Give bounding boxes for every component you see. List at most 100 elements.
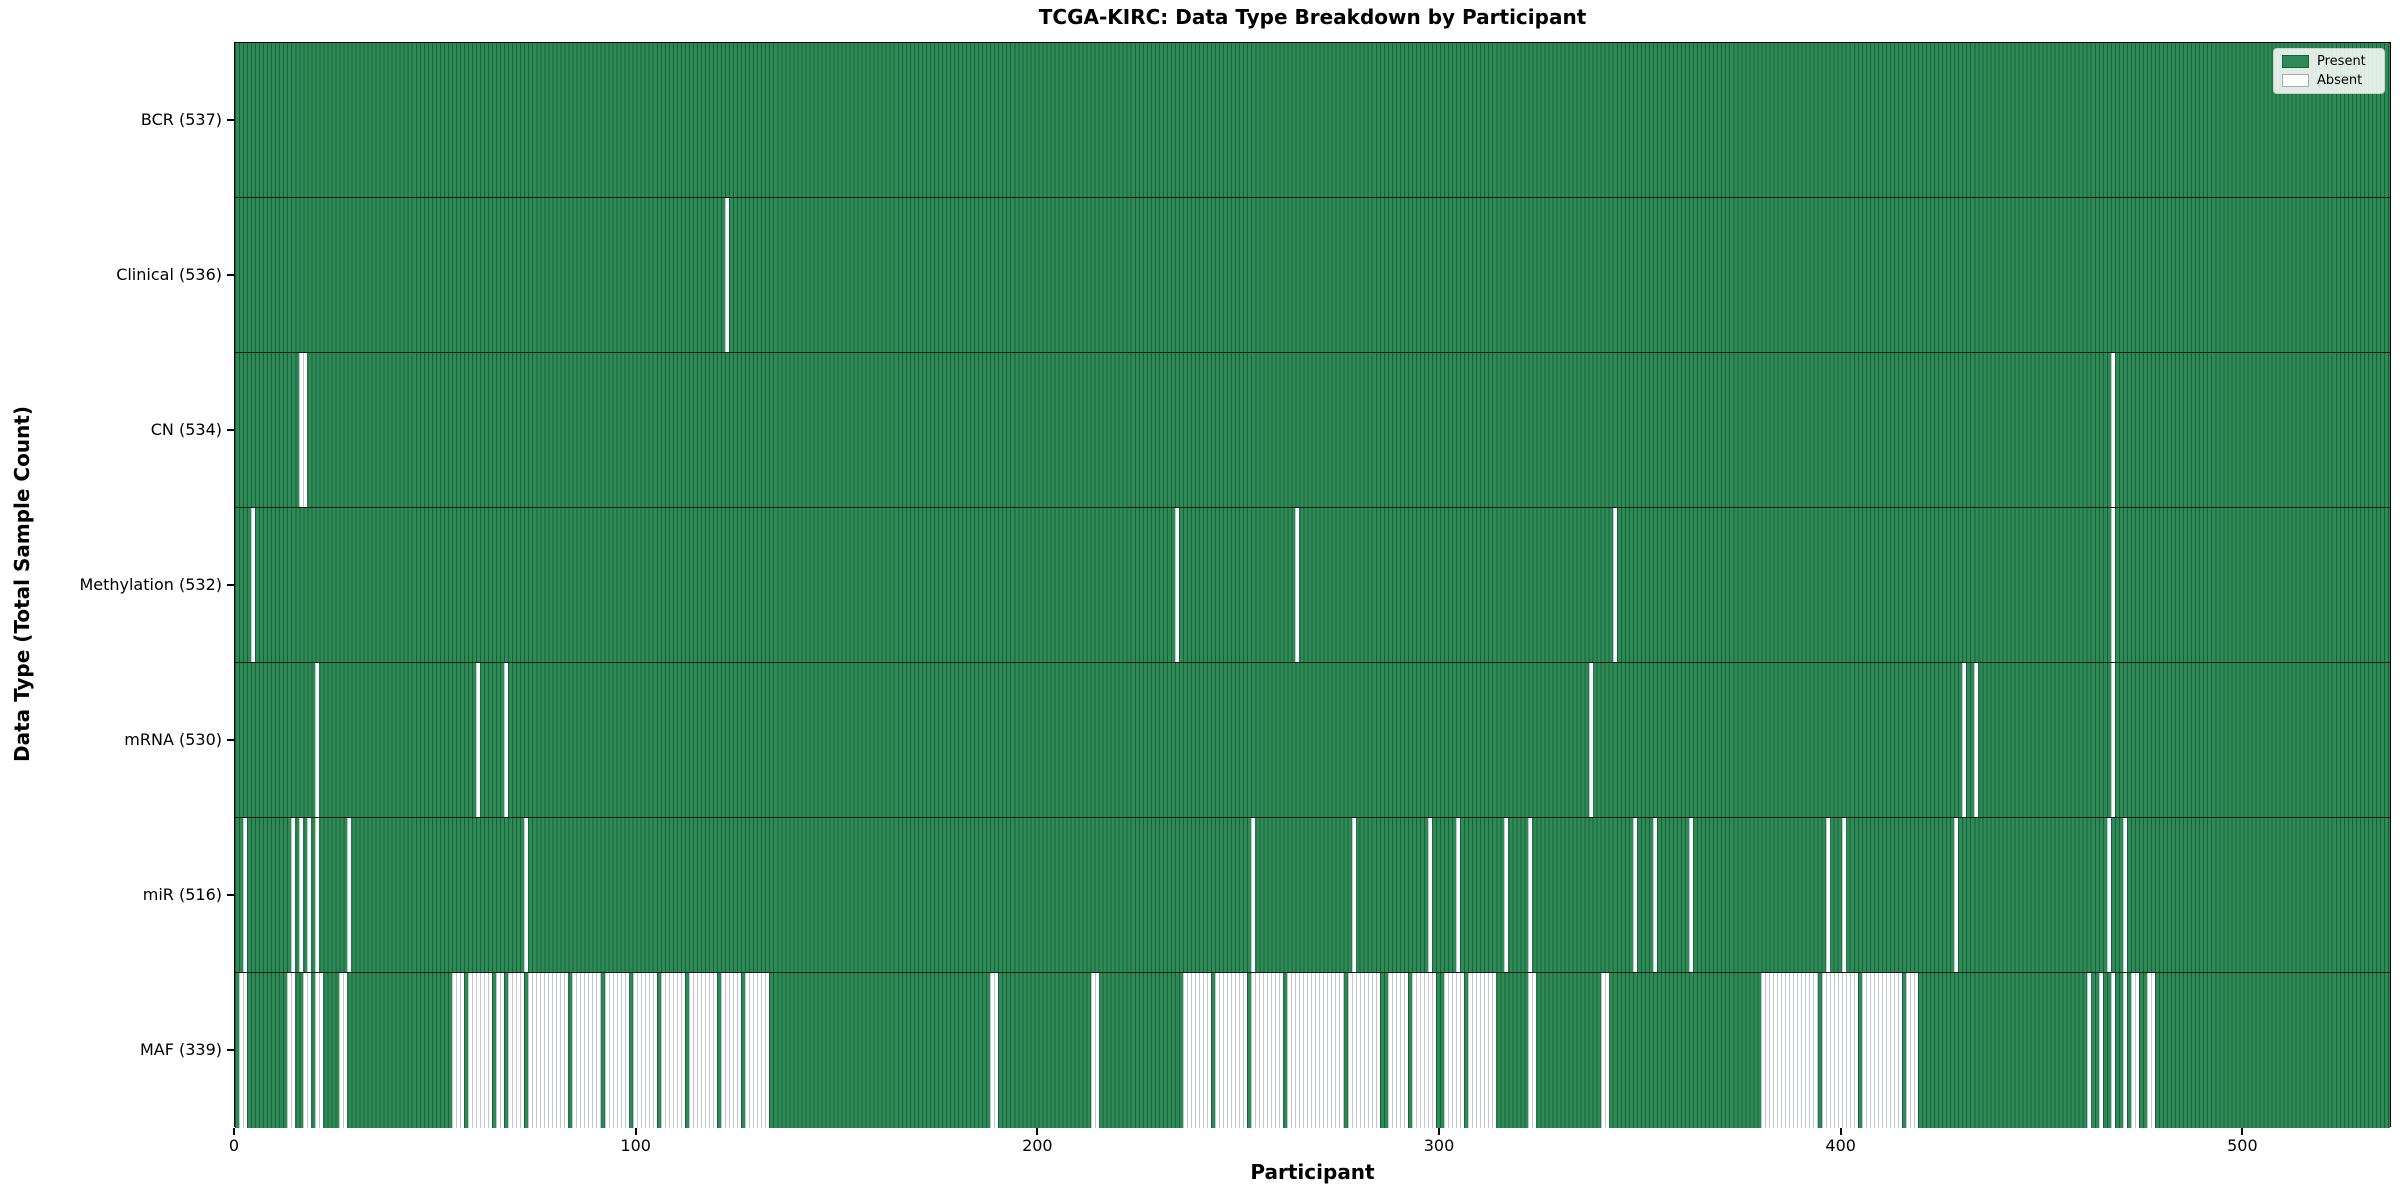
absent-segment bbox=[1090, 973, 1099, 1128]
absent-segment bbox=[1821, 973, 1858, 1128]
ytick-label-Methylation: Methylation (532) bbox=[79, 574, 222, 594]
xtick-label-300: 300 bbox=[1423, 1136, 1455, 1155]
present-swatch-icon bbox=[2282, 55, 2309, 68]
ytick-mark bbox=[227, 428, 234, 431]
row-MAF bbox=[235, 973, 2390, 1128]
absent-segment bbox=[299, 818, 304, 972]
absent-segment bbox=[1387, 973, 1408, 1128]
absent-segment bbox=[528, 973, 569, 1128]
absent-segment bbox=[1652, 818, 1657, 972]
chart-title: TCGA-KIRC: Data Type Breakdown by Partic… bbox=[1038, 5, 1587, 29]
row-BCR bbox=[235, 43, 2390, 198]
absent-segment bbox=[1612, 508, 1617, 662]
absent-segment bbox=[1456, 818, 1461, 972]
absent-segment bbox=[1411, 973, 1436, 1128]
absent-segment bbox=[1251, 973, 1284, 1128]
absent-segment bbox=[721, 973, 742, 1128]
xtick-mark bbox=[634, 1128, 637, 1135]
absent-swatch-icon bbox=[2282, 74, 2309, 87]
absent-segment bbox=[1689, 818, 1694, 972]
absent-segment bbox=[1504, 818, 1509, 972]
absent-segment bbox=[1632, 818, 1637, 972]
xtick-mark bbox=[2241, 1128, 2244, 1135]
absent-segment bbox=[2106, 818, 2111, 972]
absent-segment bbox=[725, 198, 730, 352]
absent-segment bbox=[572, 973, 601, 1128]
absent-segment bbox=[745, 973, 770, 1128]
absent-segment bbox=[315, 818, 320, 972]
absent-segment bbox=[315, 663, 320, 817]
row-miR bbox=[235, 818, 2390, 973]
absent-segment bbox=[1427, 818, 1432, 972]
absent-segment bbox=[291, 818, 296, 972]
xtick-mark bbox=[1839, 1128, 1842, 1135]
row-Methylation bbox=[235, 508, 2390, 663]
ytick-label-BCR: BCR (537) bbox=[140, 109, 222, 129]
ytick-mark bbox=[227, 273, 234, 276]
absent-segment bbox=[2122, 818, 2127, 972]
xtick-label-500: 500 bbox=[2227, 1136, 2258, 1155]
absent-segment bbox=[508, 973, 525, 1128]
ytick-mark bbox=[227, 893, 234, 896]
absent-segment bbox=[660, 973, 685, 1128]
absent-segment bbox=[1528, 973, 1537, 1128]
xtick-label-0: 0 bbox=[228, 1136, 240, 1155]
absent-segment bbox=[1974, 663, 1979, 817]
absent-segment bbox=[476, 663, 481, 817]
absent-segment bbox=[315, 973, 324, 1128]
absent-segment bbox=[504, 663, 509, 817]
legend-item-present: Present bbox=[2282, 54, 2376, 69]
absent-segment bbox=[524, 818, 529, 972]
ytick-mark bbox=[227, 1048, 234, 1051]
legend-label-absent: Absent bbox=[2317, 73, 2363, 88]
presence-matrix bbox=[235, 43, 2390, 1128]
x-axis-label: Participant bbox=[1250, 1160, 1375, 1184]
absent-segment bbox=[1905, 973, 1919, 1128]
row-CN bbox=[235, 353, 2390, 508]
ytick-mark bbox=[227, 583, 234, 586]
absent-segment bbox=[2086, 973, 2091, 1128]
absent-segment bbox=[243, 818, 248, 972]
absent-segment bbox=[1761, 973, 1818, 1128]
absent-segment bbox=[451, 973, 464, 1128]
absent-segment bbox=[1600, 973, 1609, 1128]
absent-segment bbox=[990, 973, 999, 1128]
absent-segment bbox=[347, 818, 352, 972]
absent-segment bbox=[2110, 973, 2115, 1128]
absent-segment bbox=[1841, 818, 1846, 972]
absent-segment bbox=[339, 973, 348, 1128]
xtick-mark bbox=[233, 1128, 235, 1135]
xtick-label-100: 100 bbox=[620, 1136, 651, 1155]
absent-segment bbox=[467, 973, 493, 1128]
plot-area bbox=[234, 42, 2391, 1128]
ytick-label-Clinical: Clinical (536) bbox=[116, 264, 222, 284]
absent-segment bbox=[1468, 973, 1497, 1128]
absent-segment bbox=[1287, 973, 1344, 1128]
legend-label-present: Present bbox=[2317, 54, 2366, 69]
absent-segment bbox=[1825, 818, 1830, 972]
absent-segment bbox=[239, 973, 248, 1128]
absent-segment bbox=[2110, 508, 2115, 662]
absent-segment bbox=[287, 973, 296, 1128]
absent-segment bbox=[2110, 353, 2115, 507]
ytick-label-MAF: MAF (339) bbox=[139, 1039, 222, 1059]
ytick-mark bbox=[227, 738, 234, 741]
absent-segment bbox=[604, 973, 629, 1128]
absent-segment bbox=[1174, 508, 1179, 662]
xtick-label-400: 400 bbox=[1825, 1136, 1856, 1155]
absent-segment bbox=[2130, 973, 2139, 1128]
legend-item-absent: Absent bbox=[2282, 73, 2376, 88]
absent-segment bbox=[1962, 663, 1967, 817]
ytick-label-mRNA: mRNA (530) bbox=[124, 729, 222, 749]
absent-segment bbox=[2122, 973, 2127, 1128]
absent-segment bbox=[1588, 663, 1593, 817]
row-mRNA bbox=[235, 663, 2390, 818]
absent-segment bbox=[1351, 818, 1356, 972]
absent-segment bbox=[496, 973, 505, 1128]
absent-segment bbox=[1251, 818, 1256, 972]
absent-segment bbox=[251, 508, 256, 662]
absent-segment bbox=[2098, 973, 2103, 1128]
absent-segment bbox=[1861, 973, 1902, 1128]
absent-segment bbox=[303, 973, 312, 1128]
